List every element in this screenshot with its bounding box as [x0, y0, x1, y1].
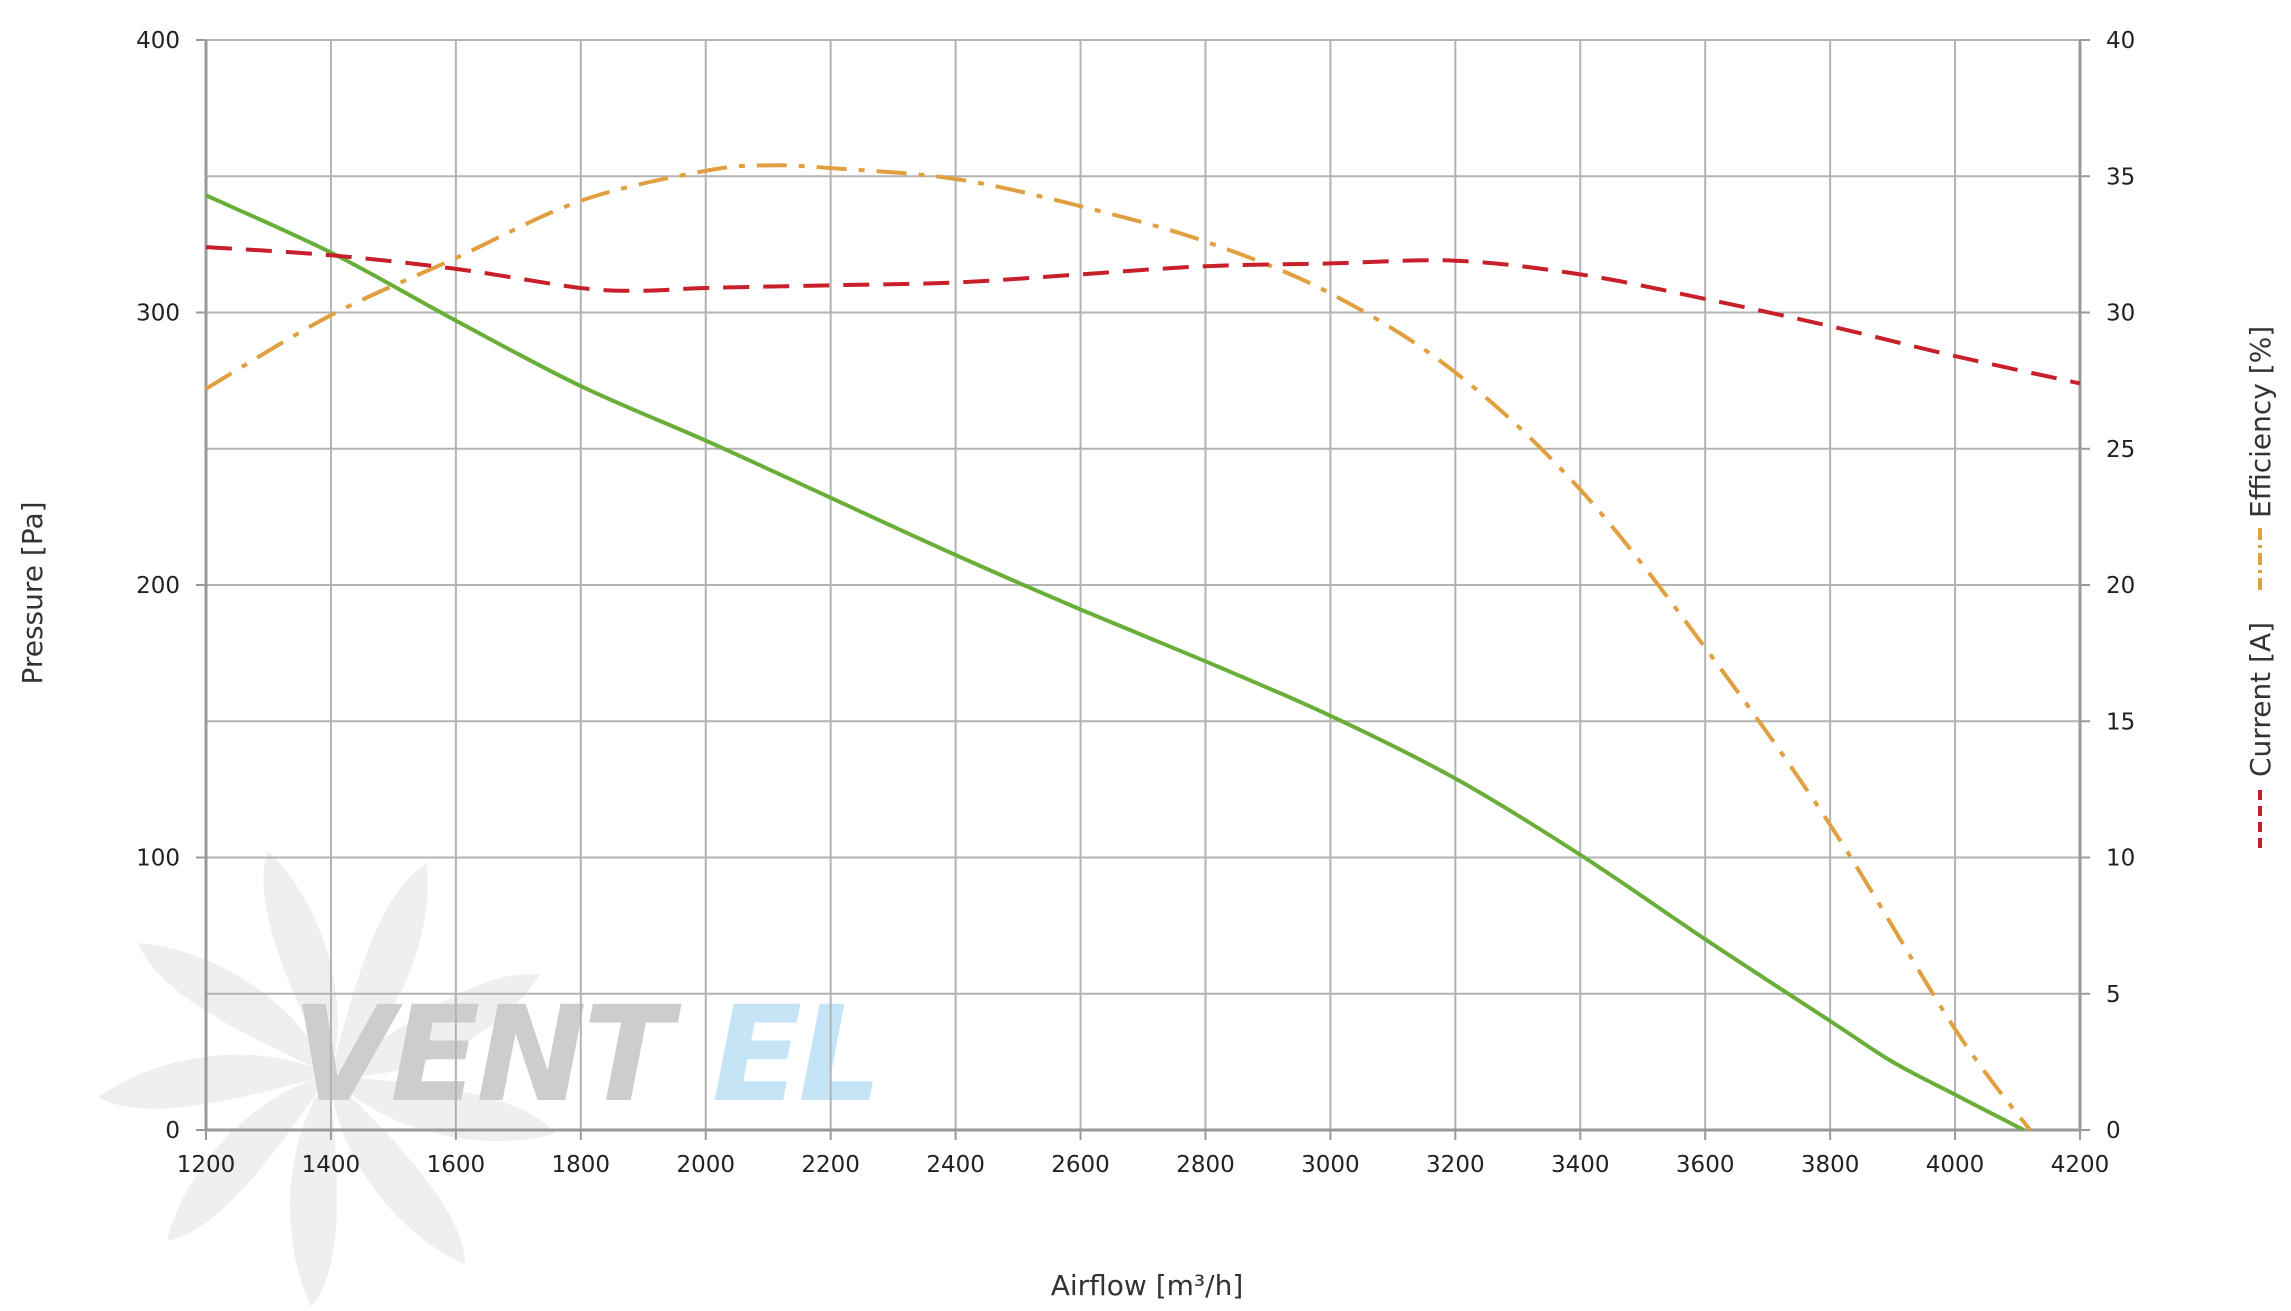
x-tick-label: 2800: [1176, 1152, 1235, 1178]
x-tick-label: 1200: [177, 1152, 236, 1178]
x-tick-label: 2400: [926, 1152, 985, 1178]
y2-tick-label: 15: [2106, 709, 2135, 735]
x-tick-label: 2200: [801, 1152, 860, 1178]
x-tick-label: 1600: [427, 1152, 486, 1178]
x-tick-label: 3400: [1551, 1152, 1610, 1178]
x-tick-label: 2000: [676, 1152, 735, 1178]
logo-text-el: EL: [712, 978, 878, 1132]
legend-current-label: Current [A]: [2244, 622, 2277, 777]
y-tick-label: 400: [136, 28, 180, 54]
series-current-a-line: [205, 245, 2081, 386]
fan-blade-6: [98, 1054, 330, 1109]
series-efficiency-line: [204, 163, 2032, 1132]
y-axis-title: Pressure [Pa]: [16, 501, 49, 684]
y2-tick-labels: 0 5 10 15 20 25 30 35 40: [2106, 28, 2135, 1144]
y2-tick-label: 40: [2106, 28, 2135, 54]
x-tick-label: 4000: [1926, 1152, 1985, 1178]
x-tick-label: 3600: [1676, 1152, 1735, 1178]
x-tick-label: 3800: [1801, 1152, 1860, 1178]
legend: Efficiency [%] Current [A]: [2244, 326, 2277, 848]
y2-tick-label: 25: [2106, 437, 2135, 463]
legend-efficiency-label: Efficiency [%]: [2244, 326, 2277, 518]
y-tick-label: 100: [136, 846, 180, 872]
fan-blade-5: [166, 1075, 330, 1241]
fan-blade-2: [330, 1075, 556, 1142]
x-tick-label: 1800: [552, 1152, 611, 1178]
x-tick-label: 1400: [302, 1152, 361, 1178]
grid-lines: [196, 39, 2090, 1140]
y2-tick-label: 20: [2106, 573, 2135, 599]
y2-tick-label: 35: [2106, 164, 2135, 190]
fan-blade-3: [330, 1075, 465, 1265]
fan-blade-7: [138, 943, 330, 1075]
logo-text-vent: VENT: [292, 978, 682, 1132]
ventel-watermark: VENT EL: [98, 850, 882, 1307]
fan-blade-4: [290, 1075, 338, 1307]
x-tick-label: 4200: [2051, 1152, 2110, 1178]
x-tick-label: 2600: [1051, 1152, 1110, 1178]
y2-tick-label: 0: [2106, 1118, 2121, 1144]
fan-blade-1: [330, 974, 540, 1077]
y2-tick-label: 5: [2106, 982, 2121, 1008]
y-tick-labels: 0 100 200 300 400: [136, 28, 180, 1144]
x-tick-label: 3000: [1301, 1152, 1360, 1178]
x-tick-labels: 1200 1400 1600 1800 2000 2200 2400 2600 2800 3000…: [177, 1152, 2110, 1178]
fan-blade-8: [263, 850, 338, 1075]
fan-blade-9: [330, 863, 428, 1075]
y2-tick-label: 10: [2106, 846, 2135, 872]
y-tick-label: 200: [136, 573, 180, 599]
series-layer: [204, 163, 2081, 1132]
x-axis-title: Airflow [m³/h]: [1051, 1269, 1244, 1302]
y-tick-label: 300: [136, 301, 180, 327]
series-pressure-line: [205, 193, 2025, 1132]
x-tick-label: 3200: [1426, 1152, 1485, 1178]
y-tick-label: 0: [165, 1118, 180, 1144]
y2-tick-label: 30: [2106, 301, 2135, 327]
